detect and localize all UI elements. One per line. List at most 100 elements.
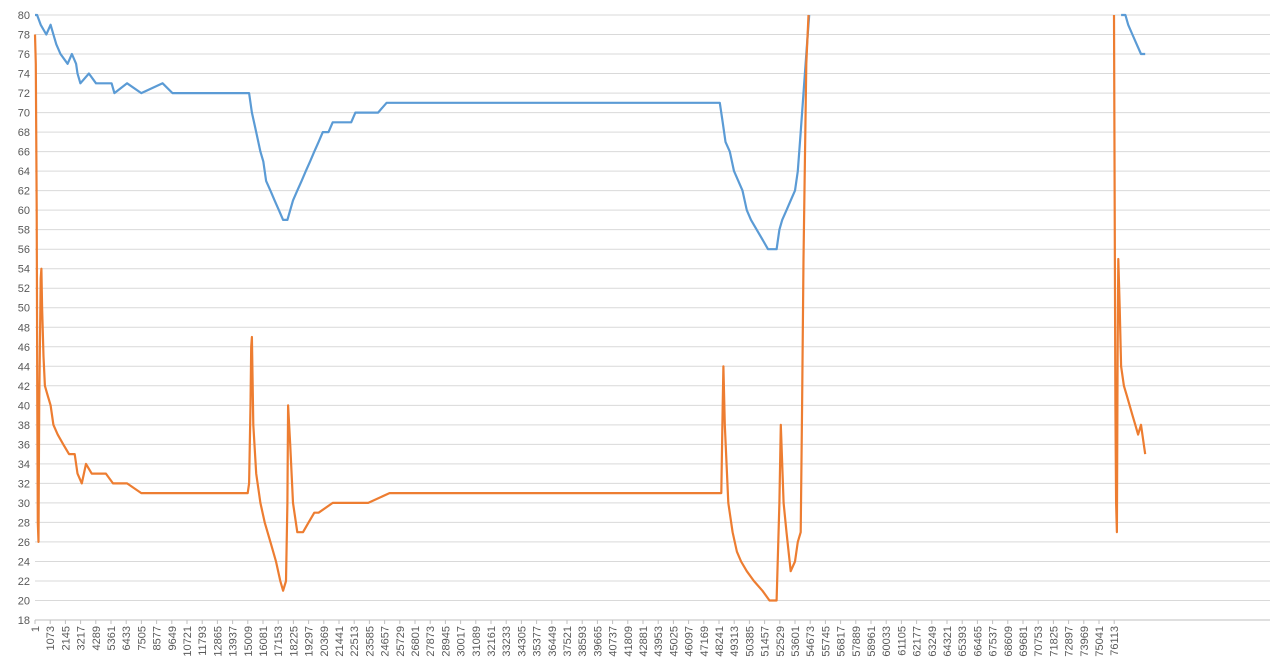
y-axis-tick-labels: 18 20 22 24 26 28 30 32 34 36 38 40 42 44 46 48 50 52 54 56… — [18, 10, 30, 627]
x-tick-label: 30017 — [456, 626, 468, 657]
y-tick-label: 36 — [18, 439, 30, 451]
x-tick-label: 71825 — [1048, 626, 1060, 657]
x-tick-label: 5361 — [106, 626, 118, 650]
y-tick-label: 30 — [18, 498, 30, 510]
x-tick-label: 28945 — [440, 626, 452, 657]
x-tick-label: 1 — [30, 626, 42, 632]
x-tick-label: 3217 — [76, 626, 88, 650]
y-tick-label: 42 — [18, 381, 30, 393]
x-tick-label: 49313 — [729, 626, 741, 657]
x-tick-label: 19297 — [304, 626, 316, 657]
x-tick-label: 4289 — [91, 626, 103, 650]
x-tick-label: 1073 — [45, 626, 57, 650]
x-tick-label: 67537 — [988, 626, 1000, 657]
x-tick-label: 11793 — [197, 626, 209, 656]
x-tick-label: 33233 — [501, 626, 513, 657]
y-tick-label: 68 — [18, 127, 30, 139]
x-tick-label: 55745 — [820, 626, 832, 657]
x-tick-label: 45025 — [668, 626, 680, 657]
x-tick-label: 54673 — [805, 626, 817, 657]
x-tick-label: 63249 — [927, 626, 939, 657]
y-tick-label: 44 — [18, 361, 30, 373]
y-tick-label: 50 — [18, 303, 30, 315]
x-tick-label: 66465 — [972, 626, 984, 657]
x-tick-label: 7505 — [136, 626, 148, 650]
series-1-line — [1121, 13, 1146, 56]
x-tick-label: 21441 — [334, 626, 346, 657]
x-tick-label: 69681 — [1018, 626, 1030, 657]
y-tick-label: 72 — [18, 88, 30, 100]
x-tick-label: 15009 — [243, 626, 255, 657]
x-tick-label: 16081 — [258, 626, 270, 657]
y-tick-label: 80 — [18, 10, 30, 22]
x-tick-label: 73969 — [1079, 626, 1091, 657]
x-tick-label: 23585 — [364, 626, 376, 657]
x-tick-label: 18225 — [288, 626, 300, 657]
x-tick-label: 43953 — [653, 626, 665, 657]
y-tick-label: 70 — [18, 108, 30, 120]
x-tick-label: 60033 — [881, 626, 893, 657]
series-2-line — [33, 14, 810, 602]
x-tick-label: 40737 — [608, 626, 620, 657]
x-tick-label: 10721 — [182, 626, 194, 657]
y-tick-label: 60 — [18, 205, 30, 217]
x-tick-label: 53601 — [790, 626, 802, 657]
series-2-line — [1112, 14, 1147, 534]
y-tick-label: 74 — [18, 69, 30, 81]
x-tick-label: 65393 — [957, 626, 969, 657]
x-tick-label: 8577 — [152, 626, 164, 650]
x-tick-label: 51457 — [760, 626, 772, 657]
x-tick-label: 34305 — [516, 626, 528, 657]
x-tick-label: 24657 — [380, 626, 392, 657]
y-tick-label: 76 — [18, 49, 30, 61]
y-tick-label: 24 — [18, 556, 30, 568]
y-tick-label: 22 — [18, 576, 30, 588]
x-tick-label: 76113 — [1109, 626, 1121, 656]
x-tick-label: 38593 — [577, 626, 589, 657]
x-tick-label: 2145 — [60, 626, 72, 650]
y-tick-label: 46 — [18, 342, 30, 354]
x-tick-label: 12865 — [212, 626, 224, 657]
x-tick-label: 17153 — [273, 626, 285, 657]
y-tick-label: 58 — [18, 225, 30, 237]
y-tick-label: 18 — [18, 615, 30, 627]
x-tick-label: 48241 — [714, 626, 726, 657]
x-tick-label: 46097 — [684, 626, 696, 657]
x-tick-label: 9649 — [167, 626, 179, 650]
y-tick-label: 28 — [18, 517, 30, 529]
x-tick-label: 31089 — [471, 626, 483, 657]
x-tick-label: 13937 — [228, 626, 240, 657]
y-tick-label: 26 — [18, 537, 30, 549]
x-tick-label: 58961 — [866, 626, 878, 657]
y-tick-label: 64 — [18, 166, 30, 178]
x-tick-label: 72897 — [1064, 626, 1076, 657]
x-tick-label: 39665 — [592, 626, 604, 657]
y-tick-label: 56 — [18, 244, 30, 256]
x-tick-label: 56817 — [836, 626, 848, 657]
gridlines — [35, 14, 1270, 621]
x-tick-label: 68609 — [1003, 626, 1015, 657]
y-tick-label: 32 — [18, 478, 30, 490]
x-tick-label: 36449 — [547, 626, 559, 657]
x-tick-label: 42881 — [638, 626, 650, 657]
series-lines — [33, 13, 1147, 602]
x-tick-label: 35377 — [532, 626, 544, 657]
y-tick-label: 40 — [18, 400, 30, 412]
y-tick-label: 38 — [18, 420, 30, 432]
y-tick-label: 62 — [18, 186, 30, 198]
x-tick-label: 32161 — [486, 626, 498, 657]
x-tick-label: 37521 — [562, 626, 574, 657]
x-tick-label: 52529 — [775, 626, 787, 657]
x-tick-label: 61105 — [896, 626, 908, 656]
x-tick-label: 20369 — [319, 626, 331, 657]
x-tick-label: 41809 — [623, 626, 635, 657]
x-tick-label: 25729 — [395, 626, 407, 657]
y-tick-label: 48 — [18, 322, 30, 334]
x-tick-label: 22513 — [349, 626, 361, 657]
y-tick-label: 78 — [18, 30, 30, 42]
x-tick-label: 64321 — [942, 626, 954, 657]
y-tick-label: 20 — [18, 595, 30, 607]
x-tick-label: 26801 — [410, 626, 422, 657]
x-tick-label: 27873 — [425, 626, 437, 657]
